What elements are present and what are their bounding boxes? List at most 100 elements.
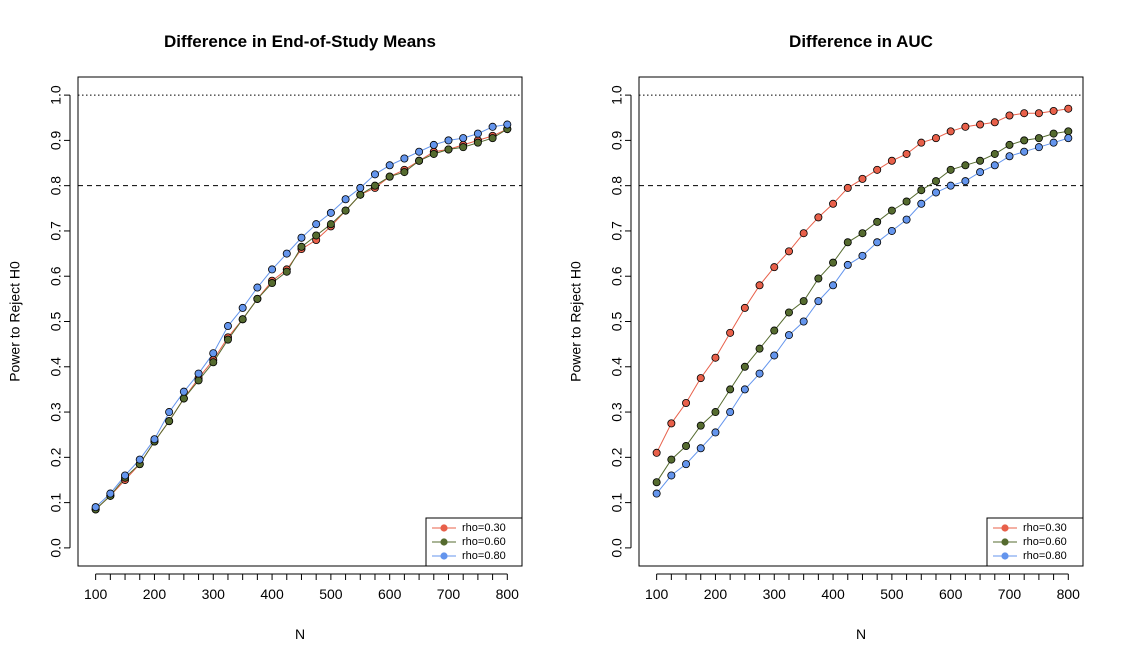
data-point: [711, 428, 720, 437]
x-tick-label: 700: [437, 586, 461, 602]
data-point: [1064, 104, 1073, 113]
data-point: [341, 206, 350, 215]
chart-panel-2: Difference in AUC 100 200 300 400 500 600 700 80…: [568, 32, 1084, 642]
data-point: [1034, 134, 1043, 143]
data-point: [917, 186, 926, 195]
data-point: [194, 369, 203, 378]
data-point: [976, 168, 985, 177]
series-line-rho=0.60: [656, 130, 1069, 483]
data-point: [209, 358, 218, 367]
legend-label: rho=0.80: [1023, 550, 1067, 562]
data-point: [770, 263, 779, 272]
data-point: [799, 317, 808, 326]
data-point: [179, 394, 188, 403]
data-point: [726, 328, 735, 337]
data-point: [444, 136, 453, 145]
data-point: [961, 122, 970, 131]
data-point: [385, 161, 394, 170]
data-point: [1064, 127, 1073, 136]
data-point: [858, 229, 867, 238]
data-point: [282, 249, 291, 258]
data-point: [400, 168, 409, 177]
series-line-rho=0.30: [656, 108, 1069, 454]
data-point: [1034, 109, 1043, 118]
data-point: [902, 197, 911, 206]
data-point: [696, 374, 705, 383]
y-tick-label: 0.1: [48, 493, 64, 513]
x-tick-label: 600: [378, 586, 402, 602]
data-point: [400, 154, 409, 163]
x-tick-label: 200: [704, 586, 728, 602]
data-point: [843, 238, 852, 247]
x-axis-label: N: [295, 626, 305, 642]
x-axis-label: N: [856, 626, 866, 642]
x-tick-label: 500: [319, 586, 343, 602]
y-tick-label: 0.5: [48, 312, 64, 332]
data-point: [370, 181, 379, 190]
data-point: [784, 247, 793, 256]
y-tick-label: 0.6: [48, 266, 64, 286]
y-tick-label: 0.9: [48, 130, 64, 150]
data-point: [370, 170, 379, 179]
data-point: [238, 315, 247, 324]
data-point: [326, 220, 335, 229]
y-tick-label: 0.3: [609, 402, 625, 422]
data-point: [873, 165, 882, 174]
data-point: [165, 417, 174, 426]
data-point: [312, 231, 321, 240]
legend-marker: [440, 538, 448, 546]
data-point: [488, 122, 497, 131]
legend-label: rho=0.30: [1023, 522, 1067, 534]
data-point: [1049, 106, 1058, 115]
data-point: [887, 226, 896, 235]
data-point: [931, 134, 940, 143]
y-tick-label: 0.7: [48, 221, 64, 241]
chart-title: Difference in AUC: [789, 32, 933, 51]
data-point: [444, 145, 453, 154]
x-tick-label: 400: [821, 586, 845, 602]
data-point: [740, 303, 749, 312]
data-point: [165, 408, 174, 417]
data-point: [887, 206, 896, 215]
series-line-rho=0.60: [95, 128, 508, 510]
data-point: [194, 376, 203, 385]
series-line-rho=0.80: [95, 124, 508, 508]
x-tick-label: 100: [645, 586, 669, 602]
data-point: [799, 229, 808, 238]
data-point: [1020, 109, 1029, 118]
data-point: [814, 297, 823, 306]
series-line-rho=0.80: [656, 137, 1069, 494]
y-tick-label: 0.4: [609, 357, 625, 377]
data-point: [1034, 143, 1043, 152]
data-point: [784, 331, 793, 340]
data-point: [459, 143, 468, 152]
series-line-rho=0.30: [95, 128, 508, 510]
data-point: [976, 120, 985, 129]
x-tick-label: 400: [260, 586, 284, 602]
x-tick-label: 800: [1057, 586, 1081, 602]
y-tick-label: 0.1: [609, 493, 625, 513]
data-point: [902, 149, 911, 158]
legend-marker: [1001, 538, 1009, 546]
data-point: [341, 195, 350, 204]
data-point: [711, 353, 720, 362]
y-tick-label: 1.0: [609, 85, 625, 105]
data-point: [503, 120, 512, 129]
data-point: [829, 281, 838, 290]
data-point: [297, 233, 306, 242]
y-tick-label: 0.9: [609, 130, 625, 150]
legend-marker: [1001, 552, 1009, 560]
x-tick-label: 300: [202, 586, 226, 602]
data-point: [946, 181, 955, 190]
data-point: [814, 213, 823, 222]
y-tick-label: 0.8: [48, 176, 64, 196]
data-point: [356, 183, 365, 192]
data-point: [415, 147, 424, 156]
data-point: [843, 183, 852, 192]
x-tick-label: 600: [939, 586, 963, 602]
legend-label: rho=0.60: [1023, 536, 1067, 548]
data-point: [696, 421, 705, 430]
data-point: [946, 127, 955, 136]
